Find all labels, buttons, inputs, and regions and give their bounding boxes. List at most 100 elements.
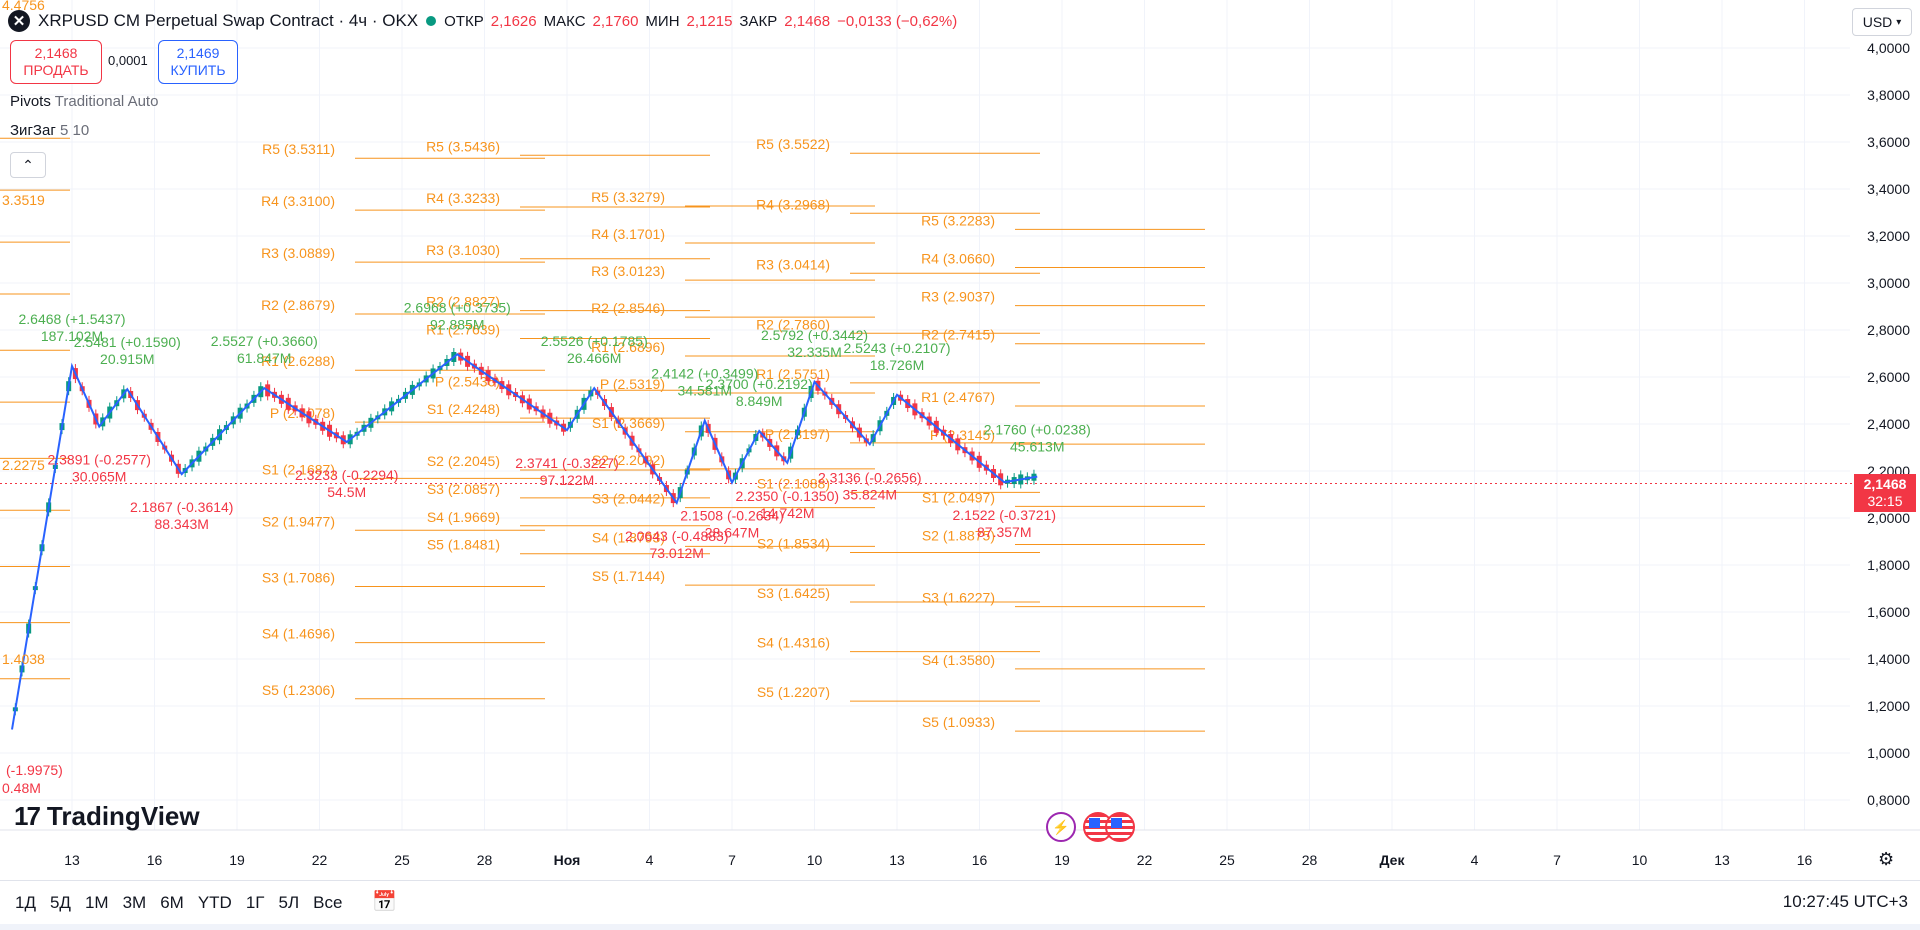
zigzag-point-label: 2.0643 (-0.4883): [625, 528, 729, 544]
time-tick-label: 28: [1302, 852, 1318, 868]
zigzag-labels: 2.6468 (+1.5437)187.102M 2.3891 (-0.2577)…: [2, 0, 1091, 796]
bar-countdown: 32:15: [1867, 493, 1903, 509]
chevron-down-icon: ▾: [1896, 16, 1902, 28]
pivot-label: R5 (3.2283): [921, 212, 995, 228]
pivot-label: R1 (2.6896): [591, 339, 665, 355]
pivot-label: R2 (2.8679): [261, 297, 335, 313]
zigzag-indicator-legend[interactable]: ЗигЗаг 5 10: [10, 122, 89, 139]
sell-button[interactable]: 2,1468 ПРОДАТЬ: [10, 40, 102, 84]
pivot-label: S3 (1.7086): [262, 569, 335, 585]
pivot-label: S2 (1.8875): [922, 527, 995, 543]
pivot-label: S5 (1.2207): [757, 684, 830, 700]
sell-label: ПРОДАТЬ: [23, 62, 89, 78]
lightning-icon[interactable]: ⚡: [1046, 812, 1076, 842]
zigzag-volume-label: 34.581M: [678, 383, 732, 399]
left-edge-label: 4.4756: [2, 0, 45, 13]
pivot-label: R2 (2.8827): [426, 294, 500, 310]
zigzag-point-label: 2.3136 (-0.2656): [818, 469, 922, 485]
pivot-label: R4 (3.3100): [261, 193, 335, 209]
price-tick-label: 4,0000: [1867, 40, 1910, 56]
buy-button[interactable]: 2,1469 КУПИТЬ: [158, 40, 238, 84]
close-value: 2,1468: [784, 12, 831, 30]
currency-select[interactable]: USD ▾: [1852, 8, 1912, 36]
zigzag-point-label: 2.5792 (+0.3442): [761, 327, 868, 343]
time-tick-label: 22: [312, 852, 328, 868]
zigzag-volume-label: 54.5M: [327, 484, 366, 500]
zigzag-point-label: 2.1522 (-0.3721): [952, 507, 1056, 523]
zigzag-point-label: 2.5527 (+0.3660): [211, 333, 318, 349]
zigzag-point-label: 2.2350 (-0.1350): [736, 488, 840, 504]
zigzag-volume-label: 92.885M: [430, 316, 484, 332]
time-tick-label: Ноя: [554, 852, 581, 868]
left-edge-label: (-1.9975): [6, 762, 63, 778]
pivot-label: R3 (3.0889): [261, 245, 335, 261]
pivot-label: S5 (1.0933): [922, 714, 995, 730]
zigzag-name: ЗигЗаг: [10, 122, 56, 139]
open-label: ОТКР: [444, 12, 484, 30]
symbol-title[interactable]: XRPUSD CM Perpetual Swap Contract · 4ч ·…: [38, 11, 419, 30]
pivot-label: S1 (2.3669): [592, 415, 665, 431]
period-button[interactable]: 5Л: [278, 893, 300, 912]
pivot-label: R3 (2.9037): [921, 289, 995, 305]
time-tick-label: 13: [1714, 852, 1730, 868]
zigzag-point-label: 2.3233 (-0.2294): [295, 467, 399, 483]
change-value: −0,0133 (−0,62%): [837, 12, 958, 30]
high-value: 2,1760: [592, 12, 639, 30]
price-axis: 4,0000 3,8000 3,6000 3,4000 3,2000 3,0000 2,80…: [1867, 40, 1910, 808]
time-axis: 13 16 19 22 25 28 Ноя 4 7 10 13 16 19 22 25 28 Дек 4 7 10 13…: [64, 852, 1812, 868]
pivot-label: S4 (1.3580): [922, 652, 995, 668]
period-button[interactable]: 1М: [84, 893, 109, 912]
bottom-toolbar: 1Д 5Д 1М 3М 6М YTD 1Г 5Л Все 📅 10:27:45 UTC+3: [0, 880, 1920, 925]
period-button[interactable]: 1Г: [245, 893, 265, 912]
price-tick-label: 3,8000: [1867, 87, 1910, 103]
pivot-label: S3 (2.0442): [592, 491, 665, 507]
pivots-name: Pivots: [10, 93, 51, 110]
pivot-label: R1 (2.7639): [426, 321, 500, 337]
price-tick-label: 1,2000: [1867, 698, 1910, 714]
pivot-label: S4 (1.8793): [592, 529, 665, 545]
period-button[interactable]: 5Д: [49, 893, 71, 912]
time-tick-label: 13: [64, 852, 80, 868]
period-button[interactable]: 6М: [160, 893, 184, 912]
us-flag-icon[interactable]: [1105, 812, 1135, 842]
tradingview-mark-icon: 17: [14, 801, 41, 831]
clock[interactable]: 10:27:45 UTC+3: [1782, 892, 1908, 911]
pivot-label: S5 (1.8481): [427, 537, 500, 553]
currency-label: USD: [1862, 14, 1893, 30]
sell-price: 2,1468: [34, 45, 78, 61]
pivot-label: R2 (2.8546): [591, 300, 665, 316]
pivot-label: R5 (3.5436): [426, 138, 500, 154]
x-icon[interactable]: ✕: [8, 10, 30, 32]
pivot-label: S3 (1.6425): [757, 585, 830, 601]
zigzag-point-label: 2.4142 (+0.3499): [651, 366, 758, 382]
economic-events: [1083, 812, 1135, 842]
zigzag-point-label: 2.5481 (+0.1590): [74, 334, 181, 350]
pivot-label: R4 (3.2968): [756, 196, 830, 212]
left-edge-label: 1.4038: [2, 651, 45, 667]
pivots-indicator-legend[interactable]: Pivots Traditional Auto: [10, 93, 158, 110]
time-tick-label: 10: [807, 852, 823, 868]
price-tick-label: 2,4000: [1867, 416, 1910, 432]
period-button[interactable]: YTD: [197, 893, 232, 912]
period-button[interactable]: 3М: [122, 893, 147, 912]
price-tick-label: 0,8000: [1867, 792, 1910, 808]
tradingview-logo[interactable]: 17 TradingView: [14, 801, 200, 832]
pivot-levels: R5 (3.5311) R4 (3.3100) R3 (3.0889) R2 (2.8…: [0, 136, 1205, 732]
zigzag-point-label: 2.5243 (+0.2107): [843, 340, 950, 356]
price-chart[interactable]: R5 (3.5311) R4 (3.3100) R3 (3.0889) R2 (2.8…: [0, 0, 1920, 880]
pivot-label: R3 (3.0123): [591, 263, 665, 279]
calendar-icon[interactable]: 📅: [372, 891, 397, 913]
pivots-params: Traditional Auto: [54, 93, 159, 110]
time-tick-label: 19: [229, 852, 245, 868]
ohlc-values: ОТКР 2,1626 МАКС 2,1760 МИН 2,1215 ЗАКР 2,14…: [444, 13, 957, 30]
left-edge-label: 3.3519: [2, 192, 45, 208]
period-button[interactable]: 1Д: [15, 893, 36, 912]
period-button[interactable]: Все: [313, 893, 343, 912]
gear-icon[interactable]: ⚙: [1878, 849, 1895, 869]
pivot-label: S1 (2.1687): [262, 461, 335, 477]
price-tick-label: 2,6000: [1867, 369, 1910, 385]
time-tick-label: 16: [147, 852, 163, 868]
pivot-label: R1 (2.5751): [756, 366, 830, 382]
collapse-legend-button[interactable]: ⌃: [10, 152, 46, 178]
chart-events: ⚡: [1046, 812, 1076, 842]
